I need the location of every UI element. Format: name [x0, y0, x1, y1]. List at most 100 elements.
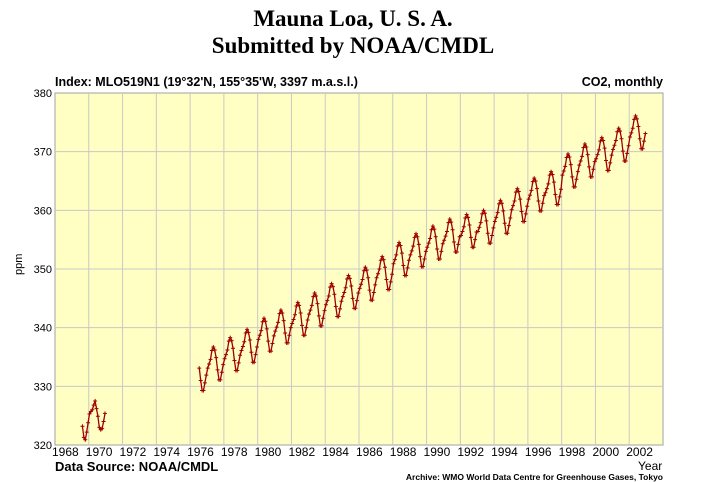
data-point: [373, 282, 378, 287]
data-point: [568, 162, 573, 167]
data-point: [601, 138, 606, 143]
data-point: [608, 160, 613, 165]
data-point: [322, 308, 327, 313]
data-point: [475, 229, 480, 234]
data-point: [535, 186, 540, 191]
data-point: [637, 136, 642, 141]
data-point: [415, 234, 420, 239]
x-tick-label: 1972: [120, 445, 147, 459]
data-point: [292, 312, 297, 317]
data-point: [599, 135, 604, 140]
data-point: [518, 197, 523, 202]
data-point: [231, 346, 236, 351]
data-point: [418, 254, 423, 259]
x-tick-label: 1998: [559, 445, 586, 459]
data-point: [578, 159, 583, 164]
data-point: [95, 414, 100, 419]
gridlines: [55, 93, 663, 445]
data-point: [273, 329, 278, 334]
data-point: [257, 333, 262, 338]
data-point: [212, 347, 217, 352]
data-point: [550, 172, 555, 177]
y-tick-label: 320: [34, 440, 52, 452]
data-point: [219, 370, 224, 375]
data-point: [208, 357, 213, 362]
data-point: [473, 237, 478, 242]
data-point: [239, 348, 244, 353]
data-point: [530, 179, 535, 184]
data-point: [243, 330, 248, 335]
data-point: [539, 208, 544, 213]
data-point: [277, 311, 282, 316]
data-point: [525, 204, 530, 209]
data-point: [450, 227, 455, 232]
data-point: [426, 241, 431, 246]
data-point: [91, 403, 96, 408]
data-point: [464, 212, 469, 217]
data-point: [536, 198, 541, 203]
data-point: [236, 360, 241, 365]
data-point: [235, 368, 240, 373]
data-point: [485, 231, 490, 236]
data-point: [325, 298, 330, 303]
data-point: [390, 272, 395, 277]
data-point: [478, 220, 483, 225]
data-point: [632, 117, 637, 122]
data-point: [302, 333, 307, 338]
data-point: [228, 335, 233, 340]
data-point: [477, 225, 482, 230]
y-axis-label: ppm: [13, 254, 25, 275]
data-point: [266, 339, 271, 344]
x-tick-label: 2002: [626, 445, 653, 459]
data-point: [468, 235, 473, 240]
data-point: [429, 227, 434, 232]
data-point: [512, 198, 517, 203]
data-point: [264, 326, 269, 331]
x-tick-labels: 1968 1970 1972 1974 1976 1978 1980 1982 1984 1986…: [52, 445, 653, 459]
data-point: [636, 124, 641, 129]
data-point: [544, 186, 549, 191]
data-point: [204, 373, 209, 378]
data-point: [529, 188, 534, 193]
y-tick-labels: 320 330 340 350 360 370 380: [34, 88, 52, 452]
data-source: Data Source: NOAA/CMDL: [55, 459, 219, 474]
data-point: [611, 147, 616, 152]
data-point: [269, 349, 274, 354]
y-tick-label: 360: [34, 205, 52, 217]
data-point: [533, 179, 538, 183]
data-point: [339, 299, 344, 304]
x-tick-label: 1968: [52, 445, 79, 459]
data-point: [276, 320, 281, 325]
data-point: [304, 325, 309, 330]
data-point: [491, 225, 496, 230]
data-point: [311, 294, 316, 299]
data-point: [346, 273, 351, 278]
data-point: [285, 340, 290, 345]
data-point: [573, 184, 578, 189]
x-tick-label: 1976: [187, 445, 214, 459]
data-point: [411, 244, 416, 249]
data-point: [333, 304, 338, 309]
data-point: [394, 252, 399, 257]
data-point: [81, 435, 86, 440]
data-point: [440, 241, 445, 246]
data-point: [349, 284, 354, 289]
data-point: [297, 303, 302, 308]
data-point: [634, 116, 639, 121]
data-point: [566, 152, 570, 157]
x-tick-label: 1970: [86, 445, 113, 459]
data-point: [274, 325, 279, 330]
data-point: [401, 263, 406, 268]
data-point: [581, 145, 586, 150]
data-point: [249, 350, 254, 355]
data-point: [207, 362, 212, 367]
data-point: [643, 131, 648, 136]
data-point: [309, 303, 314, 308]
x-tick-label: 1992: [457, 445, 484, 459]
data-point: [356, 291, 361, 296]
data-point: [447, 217, 452, 222]
data-point: [627, 135, 632, 139]
data-point: [347, 276, 352, 281]
data-point: [547, 173, 552, 178]
data-point: [247, 337, 252, 342]
